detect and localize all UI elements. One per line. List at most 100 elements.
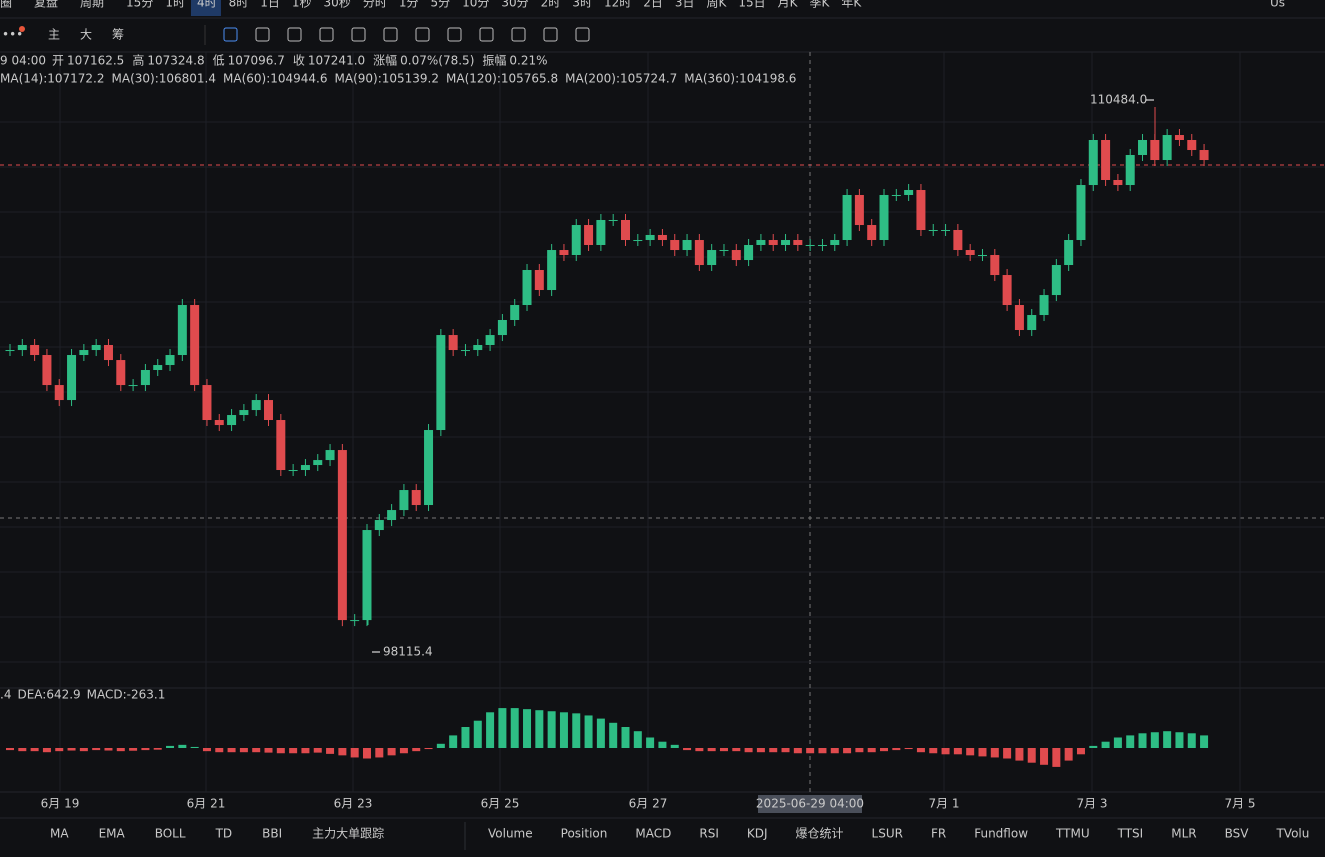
- ma-legend: MA(360):104198.6: [684, 72, 796, 86]
- candle: [300, 465, 310, 471]
- macd-bar: [1040, 748, 1049, 765]
- tool-icon[interactable]: [447, 27, 462, 42]
- period-tab[interactable]: 1秒: [292, 0, 312, 10]
- period-tab[interactable]: 2日: [643, 0, 663, 10]
- period-tab[interactable]: 15分: [126, 0, 153, 10]
- period-tab[interactable]: 8时: [229, 0, 249, 10]
- tool-icon[interactable]: [255, 27, 270, 42]
- candle: [645, 234, 655, 241]
- period-tab[interactable]: 周K: [707, 0, 728, 10]
- info-value: 107162.5: [67, 54, 124, 68]
- period-tab[interactable]: 12时: [604, 0, 631, 10]
- tool-icon[interactable]: [319, 27, 334, 42]
- period-tab[interactable]: 1日: [260, 0, 280, 10]
- period-tab[interactable]: 3时: [572, 0, 592, 10]
- indicator-tab[interactable]: TD: [215, 827, 233, 841]
- indicator-tab[interactable]: MACD: [635, 827, 671, 841]
- info-label: 振幅: [482, 53, 506, 68]
- macd-bar: [966, 748, 975, 756]
- candle: [17, 345, 27, 351]
- indicator-tab[interactable]: Volume: [488, 827, 533, 841]
- indicator-tab[interactable]: BBI: [262, 827, 282, 841]
- candle: [1101, 140, 1111, 180]
- macd-bar: [326, 748, 335, 754]
- candle: [165, 355, 175, 366]
- macd-bar: [30, 748, 39, 752]
- info-label: 涨幅: [373, 53, 397, 68]
- tool-icon[interactable]: [575, 27, 590, 42]
- indicator-tab[interactable]: LSUR: [872, 827, 903, 841]
- period-tab[interactable]: 30分: [501, 0, 528, 10]
- indicator-tab[interactable]: MA: [50, 827, 69, 841]
- candle: [202, 385, 212, 421]
- period-tab[interactable]: 1分: [399, 0, 419, 10]
- indicator-tab[interactable]: RSI: [699, 827, 719, 841]
- macd-bar: [387, 748, 396, 756]
- macd-bar: [1126, 735, 1135, 748]
- ma-legend: MA(200):105724.7: [565, 72, 677, 86]
- candle: [424, 430, 434, 506]
- indicator-tab[interactable]: EMA: [99, 827, 126, 841]
- candle: [842, 194, 852, 241]
- indicator-tab[interactable]: TTMU: [1055, 827, 1090, 841]
- macd-bar: [350, 748, 359, 758]
- tool-icon[interactable]: [543, 27, 558, 42]
- period-tab[interactable]: 季K: [810, 0, 831, 10]
- indicator-tab[interactable]: Fundflow: [974, 827, 1028, 841]
- period-tab[interactable]: 3日: [675, 0, 695, 10]
- tool-icon[interactable]: [383, 27, 398, 42]
- candle: [128, 385, 138, 387]
- macd-bar: [1150, 732, 1159, 748]
- indicator-tab[interactable]: TTSI: [1117, 827, 1144, 841]
- candle: [953, 230, 963, 251]
- tool-icon[interactable]: [415, 27, 430, 42]
- tool-icon[interactable]: [511, 27, 526, 42]
- period-tab[interactable]: 30秒: [324, 0, 351, 10]
- main-tool[interactable]: 主: [48, 28, 60, 42]
- period-tab[interactable]: 圈: [0, 0, 12, 10]
- indicator-tab[interactable]: Position: [561, 827, 608, 841]
- candle: [830, 240, 840, 245]
- period-tab[interactable]: 分时: [363, 0, 387, 10]
- macd-bar: [572, 713, 581, 748]
- macd-bar: [116, 748, 125, 752]
- tool-icon[interactable]: [223, 27, 238, 42]
- region[interactable]: Us: [1270, 0, 1285, 10]
- tool-icon[interactable]: [351, 27, 366, 42]
- more-icon[interactable]: •••: [2, 28, 23, 42]
- candle: [91, 345, 101, 351]
- indicator-tab[interactable]: TVolu: [1275, 827, 1309, 841]
- period-tab[interactable]: 10分: [462, 0, 489, 10]
- period-tab[interactable]: 复盘: [34, 0, 58, 10]
- indicator-tab[interactable]: 爆仓统计: [796, 827, 844, 841]
- period-tab[interactable]: 2时: [541, 0, 561, 10]
- indicator-tab[interactable]: BOLL: [155, 827, 186, 841]
- macd-bar: [916, 748, 925, 753]
- main-tool[interactable]: 筹: [112, 28, 124, 42]
- candle: [337, 450, 347, 621]
- tool-icon[interactable]: [479, 27, 494, 42]
- candle: [1027, 315, 1037, 331]
- period-tab[interactable]: 周期: [80, 0, 104, 10]
- indicator-tab[interactable]: 主力大单跟踪: [312, 827, 384, 841]
- period-tab[interactable]: 年K: [841, 0, 862, 10]
- period-tab[interactable]: 1时: [165, 0, 185, 10]
- candle: [313, 460, 323, 466]
- macd-bar: [670, 744, 679, 748]
- indicator-tab[interactable]: FR: [931, 827, 946, 841]
- indicator-tab[interactable]: BSV: [1225, 827, 1250, 841]
- period-tab[interactable]: 5分: [430, 0, 450, 10]
- candle: [731, 250, 741, 261]
- indicator-tab[interactable]: KDJ: [747, 827, 768, 841]
- main-tool[interactable]: 大: [80, 28, 92, 42]
- period-tab[interactable]: 4时: [197, 0, 217, 10]
- candle: [990, 255, 1000, 276]
- indicator-tab[interactable]: MLR: [1171, 827, 1196, 841]
- tool-icon[interactable]: [287, 27, 302, 42]
- macd-bar: [449, 735, 458, 748]
- period-tab[interactable]: 月K: [778, 0, 799, 10]
- period-tab[interactable]: 15日: [738, 0, 765, 10]
- candle: [559, 250, 569, 256]
- macd-bar: [412, 748, 421, 752]
